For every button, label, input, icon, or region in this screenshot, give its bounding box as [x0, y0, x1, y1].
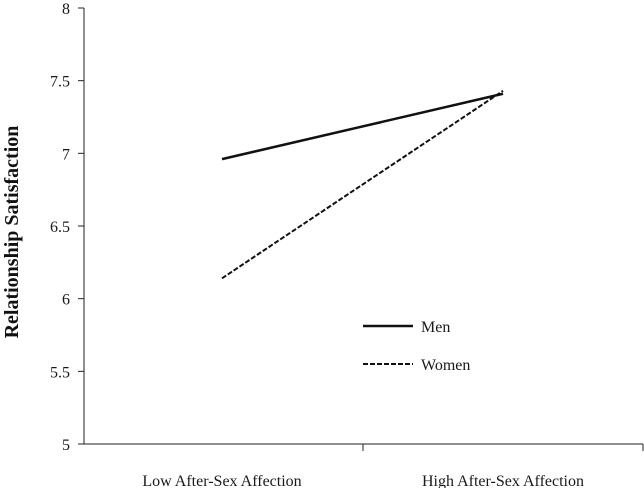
y-tick-label: 8: [62, 1, 70, 18]
y-tick-label: 5: [62, 437, 70, 454]
y-tick-label: 6.5: [50, 219, 70, 236]
legend-label-women: Women: [421, 357, 470, 374]
legend-label-men: Men: [421, 319, 450, 336]
series-line-men: [221, 92, 504, 161]
y-tick-label: 7.5: [50, 74, 70, 91]
x-category-label: Low After-Sex Affection: [142, 473, 301, 488]
y-axis-title: Relationship Satisfaction: [1, 126, 23, 339]
y-tick-label: 5.5: [50, 364, 70, 381]
y-tick-label: 6: [62, 292, 70, 309]
x-category-label: High After-Sex Affection: [422, 473, 584, 488]
legend: Men Women: [363, 319, 470, 374]
x-ticks: Low After-Sex Affection High After-Sex Af…: [142, 444, 644, 488]
series-line-women: [221, 90, 504, 280]
series-lines: [221, 90, 504, 280]
y-tick-label: 7: [62, 146, 70, 163]
y-ticks: 5 5.5 6 6.5 7 7.5 8: [50, 1, 84, 454]
axes: [83, 8, 643, 445]
